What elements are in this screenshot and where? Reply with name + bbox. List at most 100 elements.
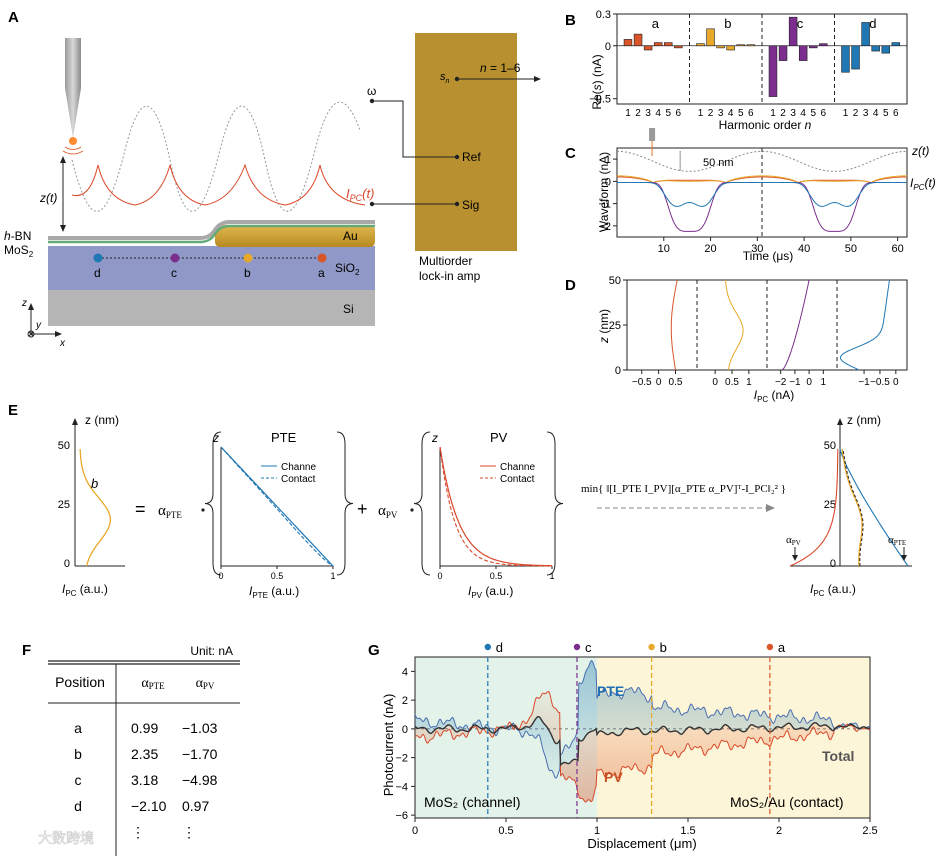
panel-b-bar — [736, 44, 745, 47]
panel-letter-c: C — [565, 145, 576, 162]
panel-g-marker-label: a — [778, 640, 786, 655]
panel-b-xtick-label: 5 — [665, 108, 671, 119]
panel-g-pv-fill — [415, 691, 870, 802]
panel-e-equals: = — [135, 499, 146, 519]
panel-b-bar — [746, 44, 756, 47]
panel-e-brace-left-pte — [204, 431, 222, 576]
panel-e-ytick-label: 25 — [58, 499, 70, 511]
panel-letter-b: B — [565, 12, 576, 29]
panel-b-bar — [841, 45, 850, 73]
panel-b-xtick-label: 6 — [821, 108, 827, 119]
point-c — [170, 253, 180, 263]
point-label-a: a — [318, 266, 325, 280]
lockin-box — [415, 33, 517, 251]
panel-c-xlabel: Time (μs) — [743, 249, 793, 263]
point-label-b: b — [244, 266, 251, 280]
omega-label: ω — [367, 84, 376, 98]
panel-g-ytick-label: 0 — [402, 724, 408, 736]
panel-c-xtick-label: 20 — [704, 243, 716, 255]
panel-letter-f: F — [22, 642, 31, 659]
panel-f-cell: 3.18 — [131, 772, 158, 788]
panel-b-bar — [819, 43, 828, 47]
panel-g-marker-label: c — [585, 640, 592, 655]
panel-d-ytick-label: 0 — [615, 365, 621, 377]
panel-f-cell: 0.99 — [131, 720, 158, 736]
panel-b-xtick-label: 4 — [873, 108, 879, 119]
panel-e-sub-xaxis-label: IPTE (a.u.) — [249, 584, 299, 600]
panel-b-xtick-label: 3 — [863, 108, 869, 119]
panel-e-alpha-pv: αPV — [378, 503, 398, 520]
panel-e-alpha-pte: αPTE — [158, 503, 182, 520]
panel-f-cell: c — [75, 772, 82, 788]
panel-e-sub-title: PV — [490, 430, 508, 445]
panel-b-xtick-label: 5 — [810, 108, 816, 119]
panel-b-bar — [798, 45, 808, 61]
point-label-d: d — [94, 266, 101, 280]
panel-g-pv-line — [414, 690, 871, 803]
panel-letter-e: E — [8, 402, 18, 419]
panel-b-bar — [768, 45, 778, 97]
panel-b-bar — [881, 45, 890, 54]
panel-e-legend-contact: Contact — [500, 474, 535, 485]
panel-g-pte-line — [414, 659, 871, 779]
panel-b-xtick-label: 6 — [676, 108, 682, 119]
afm-tip — [62, 38, 84, 155]
panel-b-bar — [726, 45, 735, 51]
panel-g-marker-dot — [648, 643, 655, 651]
panel-b-bar — [664, 42, 673, 47]
panel-g-xtick-label: 0 — [412, 825, 418, 837]
panel-d-xtick-label: −0.5 — [632, 377, 652, 388]
panel-c-ipc: IPC(t) — [910, 176, 936, 192]
panel-e-sub-xtick-label: 0.5 — [490, 571, 503, 581]
panel-e-arrow — [72, 418, 78, 425]
axis-z-label: z — [21, 298, 27, 309]
panel-d-xtick-label: −1 — [858, 377, 870, 388]
panel-e-sub-xtick-label: 0 — [437, 571, 442, 581]
panel-b-xtick-label: 2 — [635, 108, 641, 119]
ref-label: Ref — [462, 150, 481, 164]
panel-e-right-arrowhead — [901, 555, 907, 561]
panel-e-right-pv — [789, 449, 839, 567]
panel-b-xtick-label: 2 — [853, 108, 859, 119]
panel-e-sub-curve-contact — [220, 446, 334, 567]
panel-b-bar — [674, 45, 683, 49]
panel-f-cell: −1.70 — [182, 746, 218, 762]
panel-e-sub-curve-contact — [439, 446, 552, 567]
panel-b-bar — [891, 42, 901, 47]
panel-d-curve — [670, 279, 678, 371]
panel-g-ytick-label: −6 — [395, 810, 408, 822]
panel-f-unit: Unit: nA — [190, 644, 233, 658]
panel-e-dot — [410, 508, 414, 512]
panel-f-cell: 0.97 — [182, 798, 209, 814]
panel-g-region-left-label: MoS₂ (channel) — [424, 794, 520, 810]
panel-b-bar — [788, 16, 798, 47]
hbn-label: h-BN — [4, 229, 31, 243]
panel-e-right-ytick: 50 — [824, 440, 836, 452]
panel-c-tip-icon — [649, 128, 656, 141]
panel-d-xtick-label: 0 — [656, 377, 662, 388]
panel-e-min-expression: min{ ‖[I_PTE I_PV][α_PTE α_PV]ᵀ-I_PC‖₂² … — [581, 483, 786, 495]
panel-e-curve-label: b — [91, 476, 98, 491]
panel-g-xtick-label: 2 — [776, 825, 782, 837]
panel-d-xtick-label: 0 — [893, 377, 899, 388]
panel-f-header: Position — [55, 674, 105, 690]
panel-g-xtick-label: 1.5 — [680, 825, 695, 837]
panel-b-xtick-label: 5 — [883, 108, 889, 119]
panel-b-bar — [706, 28, 715, 47]
panel-g-total-label: Total — [822, 748, 854, 764]
panel-b-bar — [643, 45, 653, 51]
n-range-label: n = 1–6 — [480, 61, 521, 75]
zt-label: z(t) — [39, 191, 57, 205]
sig-label: Sig — [462, 198, 479, 212]
panel-b-xtick-label: 6 — [893, 108, 899, 119]
panel-b-xtick-label: 3 — [718, 108, 724, 119]
lockin-label-1: Multiorder — [419, 254, 472, 268]
panel-d-xlabel: IPC (nA) — [754, 388, 794, 404]
panel-b-xtick-label: 6 — [748, 108, 754, 119]
panel-b-xtick-label: 4 — [655, 108, 661, 119]
panel-d-xtick-label: 0 — [712, 377, 718, 388]
panel-e-legend-contact: Contact — [281, 474, 316, 485]
mos2-label: MoS2 — [4, 243, 34, 259]
panel-b-xtick-label: 1 — [698, 108, 704, 119]
